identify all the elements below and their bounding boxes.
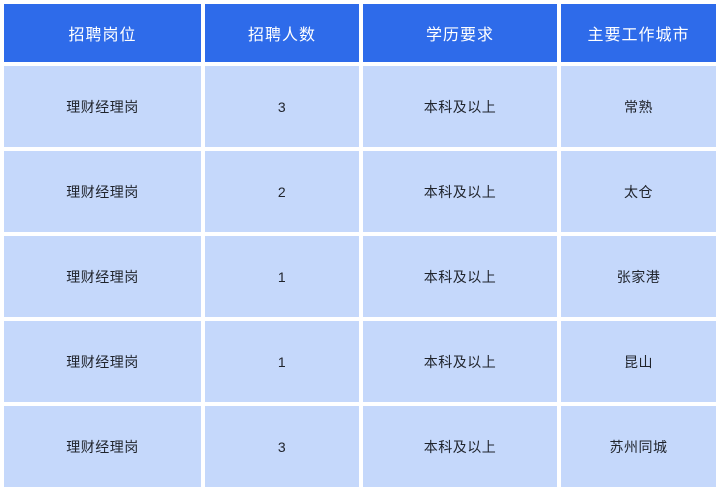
table-row: 理财经理岗 3 本科及以上 常熟 (4, 66, 716, 147)
column-header-position: 招聘岗位 (4, 4, 201, 62)
table-row: 理财经理岗 3 本科及以上 苏州同城 (4, 406, 716, 487)
cell-position: 理财经理岗 (4, 321, 201, 402)
cell-education: 本科及以上 (363, 66, 557, 147)
cell-headcount: 3 (205, 406, 359, 487)
cell-education: 本科及以上 (363, 236, 557, 317)
cell-position: 理财经理岗 (4, 236, 201, 317)
column-header-education: 学历要求 (363, 4, 557, 62)
table-row: 理财经理岗 1 本科及以上 张家港 (4, 236, 716, 317)
table-row: 理财经理岗 2 本科及以上 太仓 (4, 151, 716, 232)
cell-headcount: 1 (205, 236, 359, 317)
cell-education: 本科及以上 (363, 321, 557, 402)
cell-education: 本科及以上 (363, 151, 557, 232)
column-header-headcount: 招聘人数 (205, 4, 359, 62)
cell-city: 常熟 (561, 66, 716, 147)
cell-city: 苏州同城 (561, 406, 716, 487)
cell-position: 理财经理岗 (4, 406, 201, 487)
cell-education: 本科及以上 (363, 406, 557, 487)
cell-city: 太仓 (561, 151, 716, 232)
cell-position: 理财经理岗 (4, 151, 201, 232)
cell-city: 昆山 (561, 321, 716, 402)
cell-position: 理财经理岗 (4, 66, 201, 147)
cell-city: 张家港 (561, 236, 716, 317)
table-header-row: 招聘岗位 招聘人数 学历要求 主要工作城市 (4, 4, 716, 62)
cell-headcount: 3 (205, 66, 359, 147)
column-header-city: 主要工作城市 (561, 4, 716, 62)
table-row: 理财经理岗 1 本科及以上 昆山 (4, 321, 716, 402)
cell-headcount: 1 (205, 321, 359, 402)
cell-headcount: 2 (205, 151, 359, 232)
